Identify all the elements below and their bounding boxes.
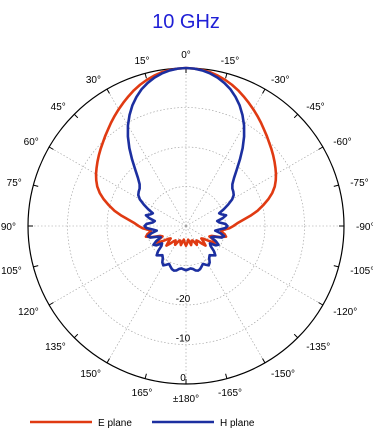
angle-tick <box>33 184 39 187</box>
angle-label: 90° <box>1 222 16 233</box>
grid-circle <box>106 146 266 306</box>
angle-label: 165° <box>132 388 153 399</box>
angle-label: 135° <box>45 342 66 353</box>
angle-label: -120° <box>333 307 357 318</box>
series-layer <box>94 66 278 272</box>
angle-labels: 0° 15° 30° 45° 60° 75° 90° 105° 120° 135° 150° 165°… <box>1 50 373 405</box>
angle-tick <box>33 265 39 268</box>
angle-label: 15° <box>134 56 149 67</box>
radial-tick-label: -10 <box>176 334 191 345</box>
angle-label: 120° <box>18 307 39 318</box>
radial-labels: 0 -10 -20 <box>176 294 191 384</box>
angle-label: -75° <box>350 178 368 189</box>
angle-label: -135° <box>306 342 330 353</box>
angle-label: -60° <box>333 137 351 148</box>
angle-tick <box>73 333 79 339</box>
angle-label: 30° <box>86 75 101 86</box>
angle-tick <box>48 302 54 306</box>
angle-label: ±180° <box>173 394 199 405</box>
angle-tick <box>262 358 266 364</box>
series-line-h-plane <box>126 66 246 272</box>
legend-label: E plane <box>98 418 132 429</box>
angle-tick <box>293 333 299 339</box>
angle-tick <box>48 146 54 150</box>
angle-label: -90° <box>356 222 373 233</box>
angle-tick <box>333 184 339 187</box>
angle-tick <box>262 88 266 94</box>
angle-tick <box>106 358 110 364</box>
legend-label: H plane <box>220 418 255 429</box>
angle-tick <box>225 373 228 379</box>
chart-title: 10 GHz <box>152 11 220 33</box>
angle-label: -165° <box>218 388 242 399</box>
angle-tick <box>106 88 110 94</box>
grid-circle <box>67 107 305 345</box>
angle-tick <box>144 73 147 79</box>
angle-label: 150° <box>80 369 101 380</box>
legend: E plane H plane <box>30 418 255 429</box>
angle-label: 45° <box>51 102 66 113</box>
angle-tick <box>333 265 339 268</box>
angle-label: -30° <box>271 75 289 86</box>
angle-label: 0° <box>181 50 191 61</box>
angle-label: -15° <box>221 56 239 67</box>
angle-label: 75° <box>7 178 22 189</box>
radial-tick-label: 0 <box>180 373 186 384</box>
grid-spoke <box>185 225 266 363</box>
angle-tick <box>144 373 147 379</box>
angle-label: -105° <box>350 266 373 277</box>
radial-tick-label: -20 <box>176 294 191 305</box>
angle-label: -45° <box>306 102 324 113</box>
angle-label: 60° <box>24 137 39 148</box>
series-line-e-plane <box>94 66 278 248</box>
angle-tick <box>318 146 324 150</box>
angle-tick <box>225 73 228 79</box>
angle-label: -150° <box>271 369 295 380</box>
angle-tick <box>73 113 79 119</box>
angle-tick <box>293 113 299 119</box>
angle-label: 105° <box>1 266 22 277</box>
angle-tick <box>318 302 324 306</box>
